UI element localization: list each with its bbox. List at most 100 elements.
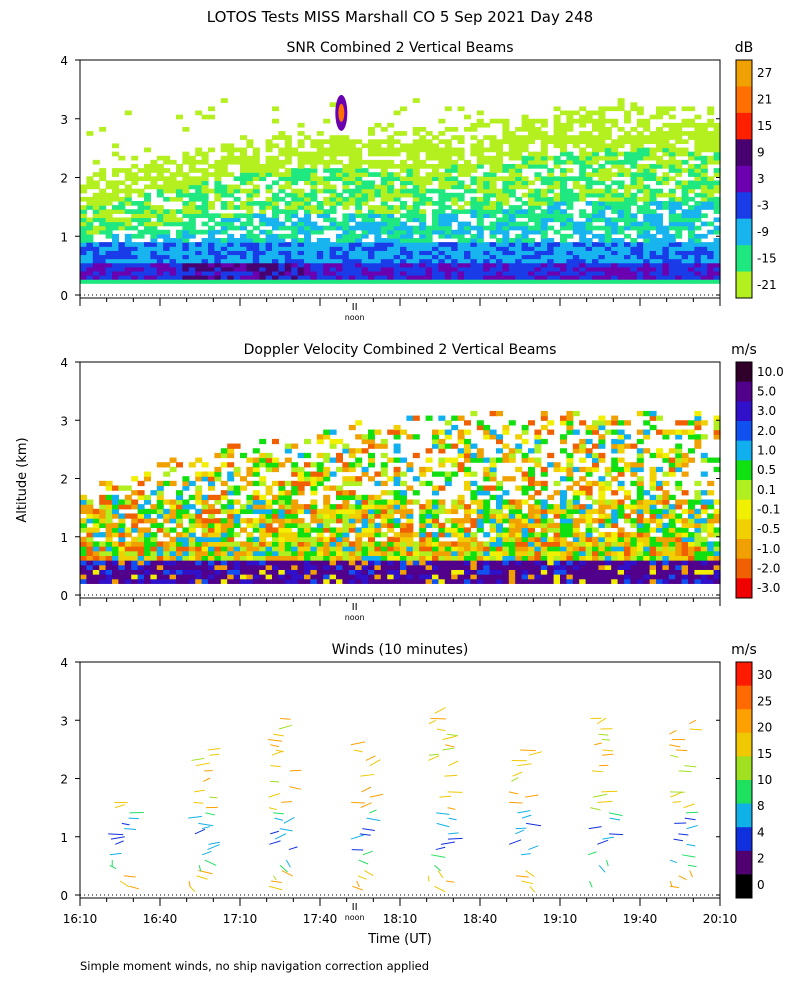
snr-cell bbox=[240, 254, 247, 260]
doppler-cell bbox=[150, 578, 158, 584]
snr-cell bbox=[598, 242, 606, 247]
doppler-cell bbox=[451, 564, 459, 570]
doppler-cell bbox=[604, 578, 612, 584]
snr-cell bbox=[604, 151, 612, 157]
snr-cell bbox=[342, 151, 350, 157]
snr-cell bbox=[630, 242, 638, 247]
doppler-cell bbox=[368, 550, 375, 556]
doppler-cell bbox=[272, 499, 279, 505]
snr-cell bbox=[547, 225, 555, 231]
snr-cell bbox=[476, 118, 484, 124]
doppler-cell bbox=[163, 578, 171, 584]
snr-cell bbox=[265, 246, 273, 251]
doppler-cell bbox=[598, 541, 606, 547]
doppler-cell bbox=[163, 574, 171, 580]
snr-cell bbox=[457, 163, 465, 169]
snr-cell bbox=[297, 262, 305, 268]
doppler-cell bbox=[451, 541, 459, 547]
doppler-cell bbox=[611, 466, 619, 473]
snr-cell bbox=[457, 196, 465, 202]
snr-cell bbox=[233, 205, 241, 210]
snr-cell bbox=[540, 275, 548, 280]
snr-cell bbox=[380, 201, 388, 206]
doppler-cell bbox=[304, 546, 311, 552]
doppler-cell bbox=[636, 490, 644, 496]
snr-cell bbox=[585, 172, 593, 177]
snr-cell bbox=[470, 225, 478, 231]
snr-cell bbox=[675, 126, 683, 132]
doppler-cell bbox=[444, 476, 452, 482]
snr-cell bbox=[310, 242, 318, 247]
snr-cell bbox=[124, 279, 132, 284]
snr-cell bbox=[496, 266, 503, 272]
snr-cell bbox=[643, 135, 651, 140]
snr-cell bbox=[528, 135, 535, 140]
doppler-cell bbox=[534, 550, 542, 556]
doppler-cell bbox=[355, 569, 363, 575]
doppler-cell bbox=[540, 555, 548, 561]
snr-cell bbox=[182, 180, 190, 186]
doppler-cell bbox=[220, 574, 228, 580]
doppler-cell bbox=[310, 574, 318, 580]
snr-cell bbox=[265, 242, 273, 247]
snr-cell bbox=[515, 139, 523, 145]
doppler-cell bbox=[80, 508, 87, 515]
snr-cell bbox=[393, 151, 401, 157]
doppler-cell bbox=[316, 536, 324, 543]
doppler-cell bbox=[220, 532, 228, 538]
snr-cell bbox=[342, 266, 350, 272]
doppler-cell bbox=[86, 504, 94, 510]
doppler-cell bbox=[553, 508, 561, 515]
doppler-cell bbox=[457, 438, 465, 445]
doppler-cell bbox=[528, 476, 535, 482]
doppler-cell bbox=[502, 536, 510, 543]
snr-cell bbox=[566, 279, 574, 284]
snr-cell bbox=[624, 262, 631, 268]
snr-cell bbox=[265, 196, 273, 202]
snr-cell bbox=[662, 135, 670, 140]
snr-cell bbox=[156, 250, 164, 256]
doppler-cell bbox=[208, 560, 215, 566]
doppler-cell bbox=[272, 560, 279, 566]
snr-cell bbox=[476, 217, 484, 223]
snr-cell bbox=[604, 250, 612, 256]
doppler-cell bbox=[579, 448, 587, 454]
doppler-cell bbox=[598, 452, 606, 459]
snr-cell bbox=[464, 254, 471, 260]
snr-cell bbox=[355, 180, 363, 186]
snr-cell bbox=[643, 188, 651, 194]
snr-cell bbox=[272, 262, 279, 268]
snr-cell bbox=[137, 266, 145, 272]
snr-cell bbox=[240, 279, 247, 284]
snr-cell bbox=[521, 275, 529, 280]
snr-cell bbox=[425, 188, 433, 194]
snr-cell bbox=[694, 262, 702, 268]
snr-cell bbox=[163, 275, 171, 280]
snr-cell bbox=[316, 213, 324, 219]
doppler-cell bbox=[92, 546, 100, 552]
snr-cell bbox=[86, 221, 94, 227]
doppler-cell bbox=[163, 508, 171, 515]
snr-cell bbox=[566, 258, 574, 264]
snr-cell bbox=[451, 209, 459, 214]
snr-cell bbox=[636, 258, 644, 264]
snr-cell bbox=[700, 262, 708, 268]
snr-cell bbox=[220, 254, 228, 260]
doppler-cell bbox=[112, 508, 119, 515]
doppler-cell bbox=[323, 504, 331, 510]
doppler-cell bbox=[284, 518, 292, 524]
snr-cell bbox=[688, 205, 695, 210]
snr-cell bbox=[316, 270, 324, 276]
doppler-cell bbox=[400, 494, 407, 501]
snr-cell bbox=[284, 258, 292, 264]
snr-cell bbox=[553, 163, 561, 169]
snr-cell bbox=[124, 262, 132, 268]
doppler-cell bbox=[572, 578, 580, 584]
doppler-cell bbox=[208, 569, 215, 575]
snr-cell bbox=[515, 126, 523, 132]
snr-cell bbox=[220, 184, 228, 190]
snr-cell bbox=[579, 192, 587, 198]
snr-cell bbox=[668, 242, 676, 247]
snr-cell bbox=[182, 209, 190, 214]
snr-cell bbox=[521, 209, 529, 214]
